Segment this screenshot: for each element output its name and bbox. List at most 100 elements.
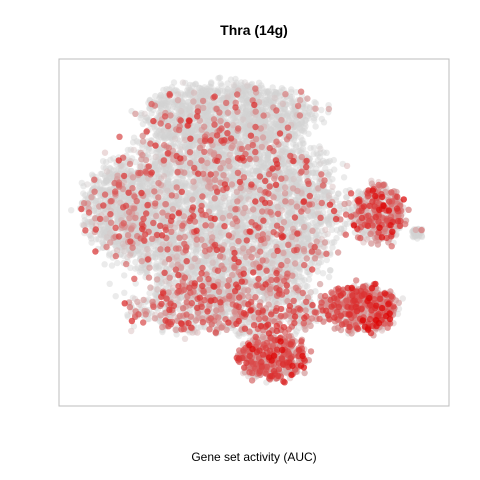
data-point (144, 180, 151, 188)
data-point (337, 225, 345, 232)
data-point (243, 102, 251, 109)
data-point (143, 178, 150, 185)
data-point (286, 169, 294, 176)
data-point (307, 144, 314, 152)
data-point (134, 247, 141, 254)
data-point (305, 233, 312, 240)
data-point (220, 289, 228, 297)
data-point (135, 250, 143, 257)
data-point (298, 183, 305, 190)
data-point (115, 211, 122, 219)
data-point (205, 257, 213, 264)
data-point (233, 228, 241, 235)
data-point (168, 117, 175, 124)
data-point (129, 139, 137, 146)
data-point (136, 268, 144, 276)
data-point (183, 195, 190, 202)
data-point (297, 159, 304, 166)
data-point (137, 180, 144, 187)
data-point (222, 192, 229, 199)
data-point (216, 200, 223, 207)
data-point (192, 248, 200, 256)
data-point (133, 138, 141, 145)
data-point (335, 190, 342, 197)
data-point (219, 231, 226, 238)
data-point (333, 194, 340, 201)
data-point (293, 180, 301, 187)
data-point (224, 86, 231, 93)
data-point (305, 235, 312, 242)
data-point (285, 209, 292, 216)
data-point (300, 231, 308, 239)
data-point (215, 229, 223, 236)
data-point (308, 186, 315, 193)
data-point (196, 177, 204, 184)
data-point (268, 160, 275, 167)
data-point (294, 182, 301, 189)
data-point (319, 187, 327, 195)
data-point (221, 310, 229, 318)
data-point (340, 174, 348, 181)
data-point (281, 203, 288, 210)
data-point (204, 193, 212, 201)
data-point (232, 75, 239, 83)
data-point (298, 217, 305, 225)
data-point (322, 216, 330, 224)
data-point (340, 225, 348, 232)
data-point (292, 252, 299, 259)
data-point (162, 165, 169, 172)
data-point (243, 179, 250, 187)
data-point (154, 130, 161, 137)
data-point (308, 259, 316, 266)
data-point (242, 195, 249, 203)
data-point (277, 190, 284, 197)
data-point (138, 248, 145, 255)
data-point (242, 132, 249, 139)
data-point (262, 124, 270, 131)
data-point (328, 220, 336, 228)
data-point (259, 150, 266, 157)
data-point (268, 136, 275, 143)
data-point (139, 244, 146, 251)
data-point (215, 272, 222, 279)
data-point (169, 251, 177, 258)
data-point (216, 227, 224, 235)
data-point (188, 266, 195, 273)
data-point (298, 119, 306, 127)
data-point (114, 259, 121, 267)
data-point (333, 234, 340, 242)
data-point (239, 224, 247, 231)
data-point (155, 166, 162, 174)
data-point (282, 162, 289, 169)
data-point (289, 123, 296, 131)
data-point (298, 214, 305, 221)
data-point (313, 203, 321, 210)
data-point (152, 254, 159, 261)
data-point (243, 194, 250, 202)
data-point (164, 184, 171, 191)
data-point (217, 233, 224, 240)
data-point (315, 259, 323, 266)
data-point (242, 259, 250, 266)
data-point (256, 167, 263, 174)
data-point (189, 268, 196, 276)
data-point (283, 111, 290, 118)
data-point (110, 155, 117, 162)
data-point (156, 127, 163, 134)
data-point (299, 215, 307, 223)
data-point (236, 230, 244, 237)
data-point (139, 120, 147, 128)
data-point (324, 189, 331, 196)
data-point (223, 259, 231, 266)
data-point (139, 182, 146, 189)
data-point (305, 130, 312, 137)
data-point (236, 226, 243, 234)
data-point (141, 250, 148, 257)
data-point (224, 205, 232, 213)
data-point (176, 255, 183, 262)
data-point (206, 202, 213, 209)
data-point (261, 162, 268, 169)
data-point (212, 259, 220, 266)
data-point (193, 149, 201, 157)
data-point (269, 131, 277, 139)
